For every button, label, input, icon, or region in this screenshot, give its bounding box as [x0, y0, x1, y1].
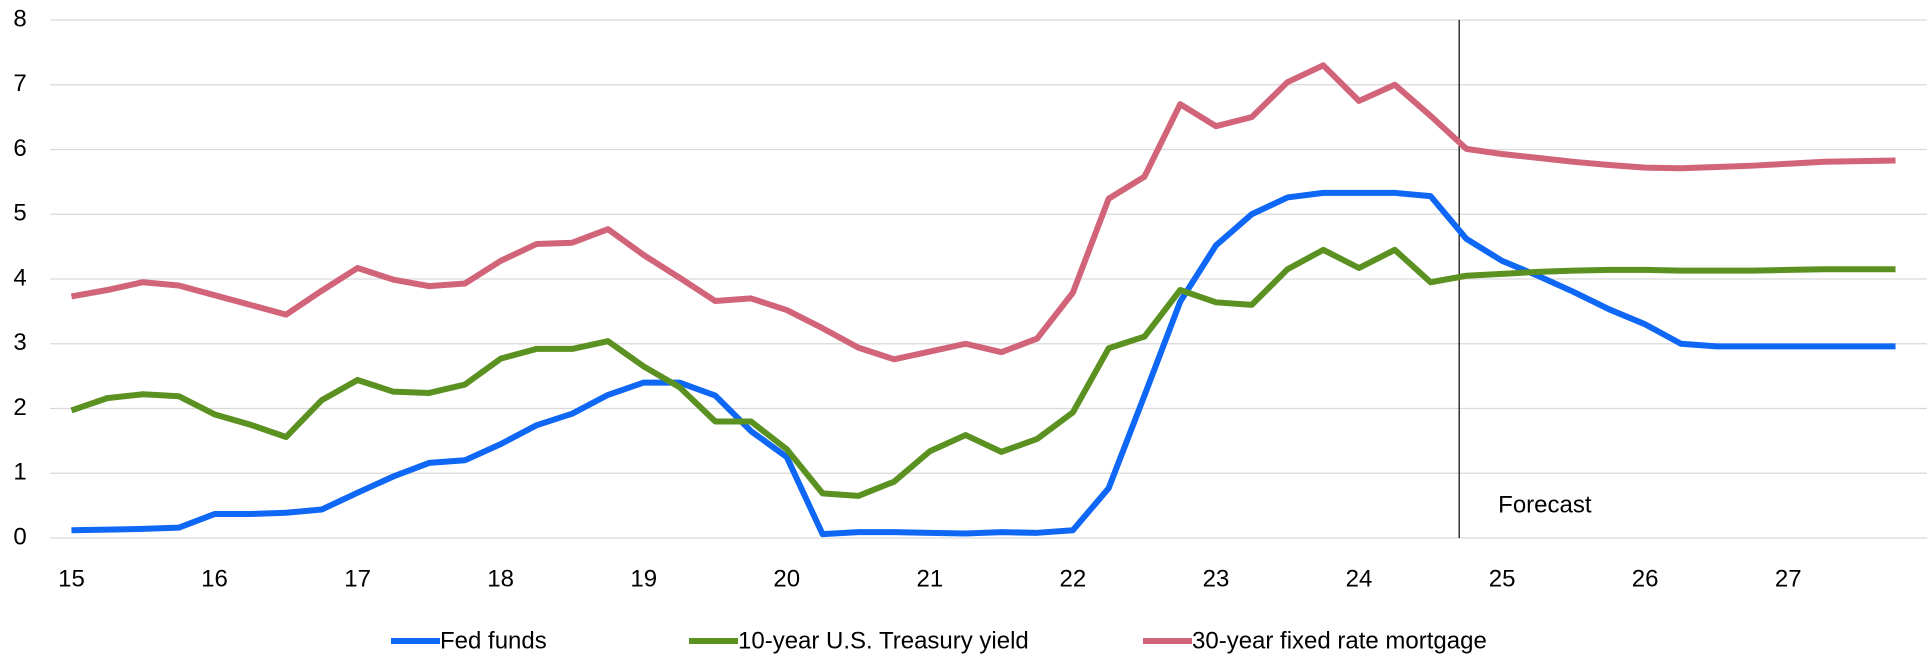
x-tick-label: 15	[58, 565, 85, 592]
y-tick-label: 3	[13, 329, 26, 356]
series-line	[70, 246, 1896, 499]
x-tick-label: 17	[344, 565, 371, 592]
y-tick-label: 6	[13, 135, 26, 162]
x-tick-label: 24	[1346, 565, 1373, 592]
x-tick-label: 16	[201, 565, 228, 592]
legend-label: Fed funds	[440, 627, 547, 654]
x-tick-label: 27	[1775, 565, 1802, 592]
legend-label: 30-year fixed rate mortgage	[1192, 627, 1487, 654]
y-tick-label: 0	[13, 523, 26, 550]
x-tick-label: 18	[487, 565, 514, 592]
x-tick-label: 25	[1489, 565, 1516, 592]
x-tick-label: 21	[916, 565, 943, 592]
y-tick-label: 5	[13, 200, 26, 227]
x-tick-label: 20	[773, 565, 800, 592]
x-tick-label: 23	[1203, 565, 1230, 592]
x-tick-label: 26	[1632, 565, 1659, 592]
y-tick-label: 2	[13, 394, 26, 421]
y-tick-label: 7	[13, 70, 26, 97]
series-line	[71, 189, 1896, 538]
y-tick-label: 8	[13, 5, 26, 32]
x-tick-label: 19	[630, 565, 657, 592]
legend-label: 10-year U.S. Treasury yield	[738, 627, 1029, 654]
series-line	[70, 62, 1896, 363]
x-tick-label: 22	[1060, 565, 1087, 592]
annotation: Forecast	[1498, 491, 1592, 518]
y-tick-label: 4	[13, 264, 26, 291]
y-tick-label: 1	[13, 459, 26, 486]
